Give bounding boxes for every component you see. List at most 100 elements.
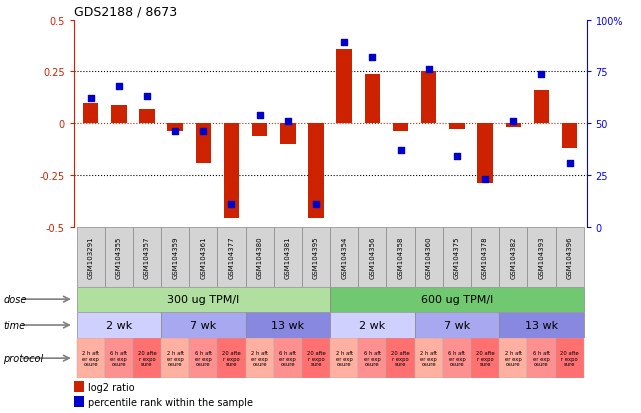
Bar xyxy=(556,227,584,287)
Point xyxy=(85,96,96,102)
Text: time: time xyxy=(3,320,26,330)
Bar xyxy=(246,227,274,287)
Bar xyxy=(393,124,408,132)
Bar xyxy=(274,227,302,287)
Text: 300 ug TPM/l: 300 ug TPM/l xyxy=(167,294,240,304)
Text: GSM104359: GSM104359 xyxy=(172,236,178,278)
Text: GSM104377: GSM104377 xyxy=(228,236,235,278)
Text: 6 h aft
er exp
osure: 6 h aft er exp osure xyxy=(195,350,212,367)
Bar xyxy=(189,227,217,287)
Text: protocol: protocol xyxy=(3,353,44,363)
Bar xyxy=(274,339,302,378)
Point xyxy=(395,147,406,154)
Bar xyxy=(74,381,83,392)
Text: 6 h aft
er exp
osure: 6 h aft er exp osure xyxy=(448,350,465,367)
Text: 20 afte
r expo
sure: 20 afte r expo sure xyxy=(222,350,241,367)
Text: percentile rank within the sample: percentile rank within the sample xyxy=(88,397,253,407)
Point xyxy=(424,67,434,74)
Point xyxy=(283,119,293,125)
Bar xyxy=(330,339,358,378)
Bar xyxy=(217,339,246,378)
Bar xyxy=(478,124,493,184)
Bar xyxy=(499,339,528,378)
Point xyxy=(452,154,462,160)
Bar xyxy=(161,312,246,339)
Bar xyxy=(449,124,465,130)
Bar xyxy=(196,124,211,163)
Text: GSM104360: GSM104360 xyxy=(426,236,432,278)
Bar xyxy=(111,105,126,124)
Bar xyxy=(562,124,578,149)
Text: 20 afte
r expo
sure: 20 afte r expo sure xyxy=(476,350,494,367)
Bar xyxy=(499,227,528,287)
Text: GSM104381: GSM104381 xyxy=(285,236,291,278)
Bar xyxy=(308,124,324,219)
Text: 2 wk: 2 wk xyxy=(106,320,132,330)
Text: 2 h aft
er exp
osure: 2 h aft er exp osure xyxy=(167,350,184,367)
Bar xyxy=(330,287,584,312)
Text: 6 h aft
er exp
osure: 6 h aft er exp osure xyxy=(364,350,381,367)
Text: 2 h aft
er exp
osure: 2 h aft er exp osure xyxy=(504,350,522,367)
Bar xyxy=(104,339,133,378)
Bar xyxy=(443,339,471,378)
Text: GSM104356: GSM104356 xyxy=(369,236,376,278)
Bar xyxy=(104,227,133,287)
Text: 6 h aft
er exp
osure: 6 h aft er exp osure xyxy=(533,350,550,367)
Bar xyxy=(421,72,437,124)
Bar xyxy=(76,227,104,287)
Text: 2 h aft
er exp
osure: 2 h aft er exp osure xyxy=(251,350,268,367)
Point xyxy=(254,112,265,119)
Bar xyxy=(365,74,380,124)
Bar xyxy=(387,227,415,287)
Text: 6 h aft
er exp
osure: 6 h aft er exp osure xyxy=(279,350,296,367)
Bar xyxy=(415,312,499,339)
Bar xyxy=(387,339,415,378)
Bar xyxy=(302,227,330,287)
Text: 20 afte
r expo
sure: 20 afte r expo sure xyxy=(391,350,410,367)
Text: dose: dose xyxy=(3,294,26,304)
Bar xyxy=(302,339,330,378)
Text: GSM104361: GSM104361 xyxy=(201,236,206,278)
Text: GSM104396: GSM104396 xyxy=(567,236,572,278)
Bar xyxy=(499,312,584,339)
Text: log2 ratio: log2 ratio xyxy=(88,382,135,392)
Bar xyxy=(83,103,98,124)
Bar xyxy=(556,339,584,378)
Text: GSM104382: GSM104382 xyxy=(510,236,516,278)
Text: GSM104357: GSM104357 xyxy=(144,236,150,278)
Point xyxy=(480,176,490,183)
Bar xyxy=(76,312,161,339)
Text: GSM104395: GSM104395 xyxy=(313,236,319,278)
Bar xyxy=(189,339,217,378)
Text: GSM103291: GSM103291 xyxy=(88,236,94,278)
Text: GSM104393: GSM104393 xyxy=(538,236,544,278)
Bar xyxy=(133,227,161,287)
Bar xyxy=(528,227,556,287)
Point xyxy=(198,129,208,135)
Bar xyxy=(133,339,161,378)
Bar xyxy=(506,124,521,128)
Text: 2 h aft
er exp
osure: 2 h aft er exp osure xyxy=(82,350,99,367)
Point xyxy=(142,94,152,100)
Text: GSM104354: GSM104354 xyxy=(341,236,347,278)
Point xyxy=(367,55,378,61)
Bar xyxy=(415,227,443,287)
Bar xyxy=(224,124,239,219)
Text: 2 wk: 2 wk xyxy=(359,320,385,330)
Bar xyxy=(76,339,104,378)
Bar xyxy=(337,50,352,124)
Bar xyxy=(443,227,471,287)
Point xyxy=(565,160,575,166)
Text: 7 wk: 7 wk xyxy=(444,320,470,330)
Text: GSM104380: GSM104380 xyxy=(256,236,263,278)
Bar xyxy=(415,339,443,378)
Bar xyxy=(471,227,499,287)
Bar xyxy=(534,91,549,124)
Text: 7 wk: 7 wk xyxy=(190,320,217,330)
Bar xyxy=(217,227,246,287)
Bar xyxy=(280,124,296,145)
Text: 20 afte
r expo
sure: 20 afte r expo sure xyxy=(560,350,579,367)
Bar xyxy=(76,287,330,312)
Bar xyxy=(358,339,387,378)
Text: 13 wk: 13 wk xyxy=(271,320,304,330)
